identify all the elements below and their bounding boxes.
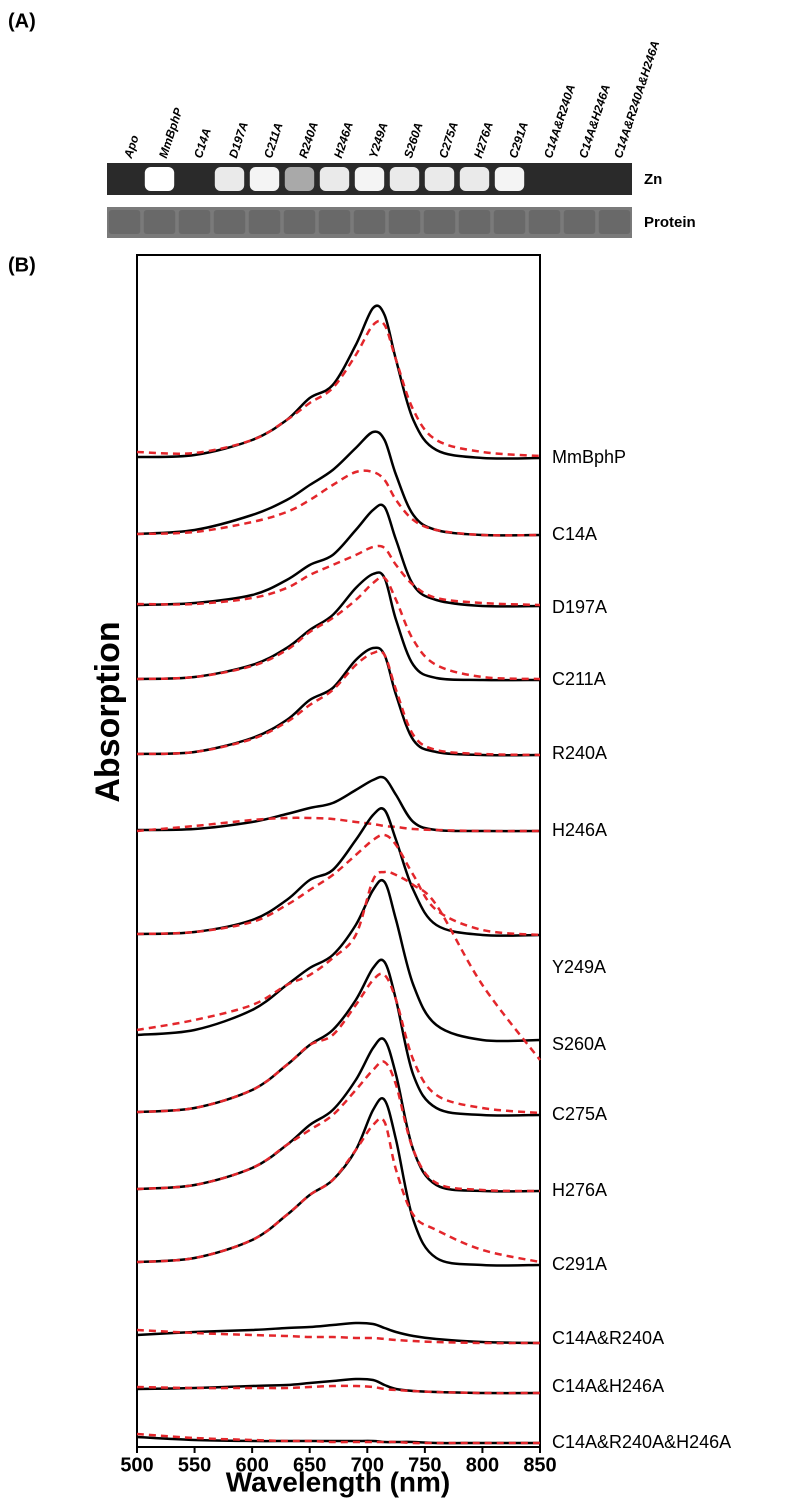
lane-label: S260A <box>401 121 426 160</box>
spectrum-line <box>137 572 540 680</box>
spectrum-dashed-line <box>137 651 540 755</box>
zn-band <box>250 167 279 191</box>
spectrum-dashed-line <box>137 835 540 935</box>
lane-label: C211A <box>261 121 286 160</box>
zn-band <box>460 167 489 191</box>
lane-label: MmBphP <box>156 105 186 160</box>
trace-label: R240A <box>552 743 607 763</box>
lane-label: D197A <box>226 120 251 160</box>
protein-band <box>564 210 596 234</box>
lane-label: C275A <box>436 120 461 160</box>
protein-band <box>529 210 561 234</box>
y-axis-label: Absorption <box>89 621 127 802</box>
x-tick-label: 800 <box>466 1454 499 1476</box>
spectrum-dashed-line <box>137 1386 540 1393</box>
spectrum-dashed-line <box>137 577 540 679</box>
zn-band <box>320 167 349 191</box>
protein-band <box>389 210 421 234</box>
spectrum-line <box>137 777 540 831</box>
zn-band <box>565 167 594 191</box>
protein-band <box>424 210 456 234</box>
protein-band <box>284 210 316 234</box>
spectrum-dashed-line <box>137 974 540 1113</box>
protein-band <box>144 210 176 234</box>
panel-label: (B) <box>8 254 36 276</box>
trace-label: C14A&R240A <box>552 1328 664 1348</box>
gel-row-label: Zn <box>644 171 662 188</box>
zn-band <box>145 167 174 191</box>
spectrum-dashed-line <box>137 471 540 536</box>
protein-band <box>354 210 386 234</box>
spectrum-dashed-line <box>137 321 540 456</box>
panel-label: (A) <box>8 10 36 32</box>
protein-band <box>249 210 281 234</box>
plot-frame <box>137 255 540 1447</box>
trace-label: C211A <box>552 669 606 689</box>
lane-label: Y249A <box>366 121 391 160</box>
zn-band <box>110 167 139 191</box>
figure: (A) Zn Protein (B) Absorption Wavelength… <box>0 0 789 1499</box>
spectrum-dashed-line <box>137 872 540 1060</box>
lane-label: C291A <box>506 120 531 160</box>
x-tick-label: 650 <box>293 1454 326 1476</box>
spectrum-dashed-line <box>137 546 540 605</box>
zn-band <box>285 167 314 191</box>
trace-label: S260A <box>552 1034 606 1054</box>
zn-band <box>495 167 524 191</box>
trace-label: C291A <box>552 1254 607 1274</box>
spectrum-line <box>137 1098 540 1265</box>
spectrum-line <box>137 1379 540 1393</box>
spectrum-line <box>137 808 540 935</box>
trace-label: Y249A <box>552 957 606 977</box>
lane-label: C14A&R240A&H246A <box>611 39 662 160</box>
zn-band <box>215 167 244 191</box>
x-tick-label: 550 <box>178 1454 211 1476</box>
spectrum-line <box>137 960 540 1116</box>
x-tick-label: 700 <box>351 1454 384 1476</box>
trace-label: C14A&R240A&H246A <box>552 1432 731 1452</box>
protein-band <box>179 210 211 234</box>
protein-band <box>599 210 631 234</box>
protein-band <box>494 210 526 234</box>
zn-band <box>355 167 384 191</box>
lane-label: H246A <box>331 120 356 160</box>
x-tick-label: 850 <box>523 1454 556 1476</box>
zn-band <box>600 167 629 191</box>
x-tick-label: 750 <box>408 1454 441 1476</box>
trace-label: C14A&H246A <box>552 1376 664 1396</box>
protein-band <box>319 210 351 234</box>
protein-band <box>459 210 491 234</box>
zn-band <box>390 167 419 191</box>
zn-band <box>180 167 209 191</box>
lane-label: Apo <box>121 133 142 160</box>
page: (A) Zn Protein (B) Absorption Wavelength… <box>0 0 789 1504</box>
zn-band <box>425 167 454 191</box>
spectrum-dashed-line <box>137 1061 540 1191</box>
trace-label: MmBphP <box>552 447 626 467</box>
lane-label: C14A&H246A <box>576 83 613 160</box>
trace-label: H246A <box>552 820 607 840</box>
zn-band <box>530 167 559 191</box>
x-tick-label: 500 <box>120 1454 153 1476</box>
lane-label: C14A&R240A <box>541 83 578 160</box>
x-tick-label: 600 <box>235 1454 268 1476</box>
protein-band <box>214 210 246 234</box>
trace-label: D197A <box>552 597 607 617</box>
lane-label: R240A <box>296 120 321 160</box>
spectrum-line <box>137 432 540 536</box>
spectrum-line <box>137 505 540 607</box>
lane-label: H276A <box>471 120 496 160</box>
trace-label: H276A <box>552 1180 607 1200</box>
protein-band <box>109 210 141 234</box>
gel-row-label: Protein <box>644 214 696 231</box>
spectrum-line <box>137 880 540 1041</box>
spectrum-line <box>137 648 540 756</box>
trace-label: C14A <box>552 524 597 544</box>
lane-label: C14A <box>191 126 214 160</box>
trace-label: C275A <box>552 1104 607 1124</box>
